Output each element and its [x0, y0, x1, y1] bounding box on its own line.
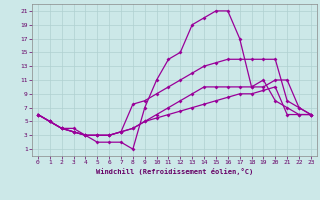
X-axis label: Windchill (Refroidissement éolien,°C): Windchill (Refroidissement éolien,°C) [96, 168, 253, 175]
